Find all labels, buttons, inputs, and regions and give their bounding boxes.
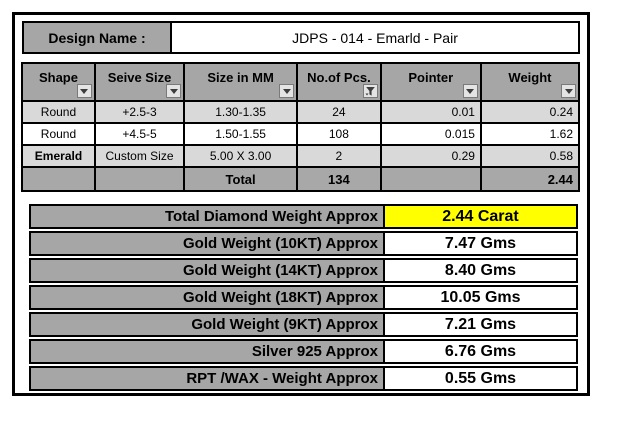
cell-pointer: 0.015: [379, 122, 482, 146]
cell-no-of-pcs: 108: [296, 122, 382, 146]
design-name-value: JDPS - 014 - Emarld - Pair: [170, 21, 580, 54]
cell-weight: 1.62: [479, 122, 581, 146]
filter-dropdown-shape[interactable]: [76, 84, 92, 98]
chevron-down-icon: [466, 88, 475, 94]
filter-dropdown-pointer[interactable]: [462, 84, 478, 98]
cell-no-of-pcs: 24: [296, 100, 382, 124]
total-pieces: 134: [296, 166, 382, 192]
summary-row-silver-925: Silver 925 Approx 6.76 Gms: [29, 339, 578, 364]
cell-pointer: 0.29: [379, 144, 482, 168]
total-weight: 2.44: [479, 166, 581, 192]
cell-seive-size: +4.5-5: [93, 122, 186, 146]
summary-row-gold-18kt: Gold Weight (18KT) Approx 10.05 Gms: [29, 285, 578, 310]
table-total-row: Total 134 2.44: [21, 166, 581, 192]
summary-row-gold-9kt: Gold Weight (9KT) Approx 7.21 Gms: [29, 312, 578, 337]
summary-row-rpt-wax: RPT /WAX - Weight Approx 0.55 Gms: [29, 366, 578, 391]
table-row: Round +4.5-5 1.50-1.55 108 0.015 1.62: [21, 122, 581, 146]
column-header-pointer: Pointer: [379, 62, 482, 102]
chevron-down-icon: [80, 88, 89, 94]
chevron-down-icon: [169, 88, 178, 94]
chevron-down-icon: [282, 88, 291, 94]
cell-seive-size: Custom Size: [93, 144, 186, 168]
funnel-filter-applied-icon: [365, 86, 375, 96]
cell-empty: [379, 166, 482, 192]
cell-weight: 0.58: [479, 144, 581, 168]
cell-size-in-mm: 1.50-1.55: [183, 122, 299, 146]
filter-dropdown-seive-size[interactable]: [166, 84, 182, 98]
summary-label: Gold Weight (9KT) Approx: [29, 312, 385, 337]
cell-shape: Emerald: [21, 144, 96, 168]
cell-size-in-mm: 1.30-1.35: [183, 100, 299, 124]
cell-pointer: 0.01: [379, 100, 482, 124]
filter-dropdown-size-in-mm[interactable]: [279, 84, 295, 98]
summary-label: Total Diamond Weight Approx: [29, 204, 385, 229]
cell-seive-size: +2.5-3: [93, 100, 186, 124]
column-header-label: Shape: [38, 69, 78, 85]
column-header-label: No.of Pcs.: [307, 69, 371, 85]
column-header-shape: Shape: [21, 62, 96, 102]
summary-value: 8.40 Gms: [383, 258, 578, 283]
column-header-label: Seive Size: [107, 69, 172, 85]
column-header-size-in-mm: Size in MM: [183, 62, 299, 102]
column-header-label: Pointer: [408, 69, 454, 85]
summary-value: 6.76 Gms: [383, 339, 578, 364]
summary-row-gold-10kt: Gold Weight (10KT) Approx 7.47 Gms: [29, 231, 578, 256]
summary-label: Silver 925 Approx: [29, 339, 385, 364]
summary-value: 7.21 Gms: [383, 312, 578, 337]
column-header-seive-size: Seive Size: [93, 62, 186, 102]
cell-empty: [93, 166, 186, 192]
chevron-down-icon: [564, 88, 573, 94]
spec-sheet-frame: Design Name : JDPS - 014 - Emarld - Pair…: [12, 12, 590, 396]
total-carat-value: 2.44 Carat: [383, 204, 578, 229]
column-header-label: Size in MM: [207, 69, 274, 85]
summary-value: 0.55 Gms: [383, 366, 578, 391]
summary-row-diamond-weight: Total Diamond Weight Approx 2.44 Carat: [29, 204, 578, 229]
table-header-row: Shape Seive Size Size in MM No.of Pcs.: [21, 62, 581, 102]
summary-value: 7.47 Gms: [383, 231, 578, 256]
cell-weight: 0.24: [479, 100, 581, 124]
column-header-label: Weight: [508, 69, 552, 85]
weight-summary-section: Total Diamond Weight Approx 2.44 Carat G…: [29, 204, 578, 391]
summary-label: Gold Weight (18KT) Approx: [29, 285, 385, 310]
column-header-weight: Weight: [479, 62, 581, 102]
summary-label: Gold Weight (14KT) Approx: [29, 258, 385, 283]
design-name-row: Design Name : JDPS - 014 - Emarld - Pair: [22, 21, 580, 54]
cell-shape: Round: [21, 122, 96, 146]
table-row: Round +2.5-3 1.30-1.35 24 0.01 0.24: [21, 100, 581, 124]
filter-funnel-no-of-pcs[interactable]: [362, 84, 378, 98]
summary-value: 10.05 Gms: [383, 285, 578, 310]
total-label: Total: [183, 166, 299, 192]
cell-no-of-pcs: 2: [296, 144, 382, 168]
table-row: Emerald Custom Size 5.00 X 3.00 2 0.29 0…: [21, 144, 581, 168]
diamond-breakdown-table: Shape Seive Size Size in MM No.of Pcs.: [21, 62, 581, 192]
summary-row-gold-14kt: Gold Weight (14KT) Approx 8.40 Gms: [29, 258, 578, 283]
filter-dropdown-weight[interactable]: [561, 84, 576, 98]
cell-shape: Round: [21, 100, 96, 124]
cell-empty: [21, 166, 96, 192]
summary-label: Gold Weight (10KT) Approx: [29, 231, 385, 256]
cell-size-in-mm: 5.00 X 3.00: [183, 144, 299, 168]
column-header-no-of-pcs: No.of Pcs.: [296, 62, 382, 102]
summary-label: RPT /WAX - Weight Approx: [29, 366, 385, 391]
design-name-label: Design Name :: [22, 21, 172, 54]
